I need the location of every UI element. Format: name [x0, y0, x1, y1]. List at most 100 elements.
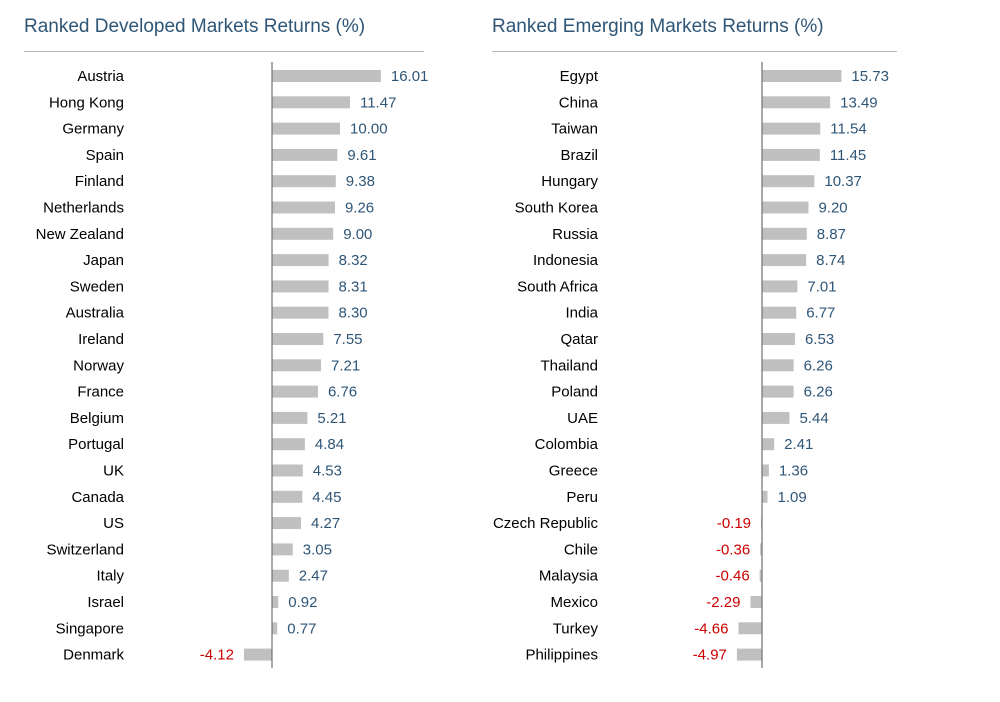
category-label-egypt: Egypt — [560, 68, 599, 85]
category-label-china: China — [559, 94, 599, 111]
bar-egypt — [762, 70, 842, 82]
bar-chile — [760, 543, 762, 556]
category-label-us: US — [103, 515, 124, 532]
value-label-india: 6.77 — [806, 305, 835, 322]
category-label-belgium: Belgium — [70, 410, 124, 427]
bar-france — [272, 385, 318, 398]
category-label-france: France — [77, 384, 124, 401]
category-label-poland: Poland — [551, 384, 598, 401]
category-label-indonesia: Indonesia — [533, 252, 599, 269]
bar-south-africa — [762, 280, 798, 293]
bar-hong-kong — [272, 96, 350, 109]
value-label-new-zealand: 9.00 — [343, 226, 372, 243]
value-label-france: 6.76 — [328, 384, 357, 401]
bar-indonesia — [762, 254, 807, 267]
category-label-chile: Chile — [564, 541, 598, 558]
bar-us — [272, 517, 302, 530]
value-label-peru: 1.09 — [778, 489, 807, 506]
value-label-israel: 0.92 — [288, 594, 317, 611]
bar-austria — [272, 70, 381, 82]
title-rule-emerging — [492, 51, 897, 52]
bar-hungary — [762, 175, 815, 188]
bar-sweden — [272, 280, 329, 293]
bar-mexico — [750, 596, 762, 608]
bar-turkey — [738, 622, 762, 635]
category-label-south-korea: South Korea — [515, 200, 599, 217]
category-label-taiwan: Taiwan — [551, 121, 598, 138]
category-label-portugal: Portugal — [68, 436, 124, 453]
value-label-russia: 8.87 — [817, 226, 846, 243]
value-label-indonesia: 8.74 — [816, 252, 845, 269]
value-label-ireland: 7.55 — [333, 331, 362, 348]
value-label-south-africa: 7.01 — [807, 278, 836, 295]
value-label-brazil: 11.45 — [830, 147, 866, 164]
bar-italy — [272, 569, 289, 582]
category-label-spain: Spain — [86, 147, 124, 164]
value-label-egypt: 15.73 — [851, 68, 889, 85]
category-label-south-africa: South Africa — [517, 278, 599, 295]
value-label-italy: 2.47 — [299, 568, 328, 585]
bar-japan — [272, 254, 329, 267]
value-label-taiwan: 11.54 — [830, 121, 866, 138]
chart-title-developed: Ranked Developed Markets Returns (%) — [24, 16, 366, 37]
value-label-japan: 8.32 — [339, 252, 368, 269]
bar-belgium — [272, 411, 308, 424]
bar-australia — [272, 306, 329, 319]
category-label-czech-republic: Czech Republic — [493, 515, 599, 532]
bar-uae — [762, 411, 790, 424]
title-rule-developed — [24, 51, 424, 52]
value-label-norway: 7.21 — [331, 357, 360, 374]
category-label-india: India — [565, 305, 598, 322]
bar-spain — [272, 148, 338, 161]
category-label-israel: Israel — [87, 594, 124, 611]
category-label-thailand: Thailand — [540, 357, 598, 374]
value-label-switzerland: 3.05 — [303, 541, 332, 558]
bar-israel — [272, 596, 279, 608]
category-label-canada: Canada — [71, 489, 124, 506]
bar-thailand — [762, 359, 794, 372]
bar-ireland — [272, 333, 324, 345]
bar-china — [762, 96, 831, 109]
category-label-italy: Italy — [96, 568, 124, 585]
category-label-brazil: Brazil — [560, 147, 598, 164]
bar-peru — [762, 490, 768, 503]
category-label-ireland: Ireland — [78, 331, 124, 348]
value-label-poland: 6.26 — [804, 384, 833, 401]
bar-portugal — [272, 438, 305, 451]
value-label-singapore: 0.77 — [287, 620, 316, 637]
bar-brazil — [762, 148, 820, 161]
category-label-new-zealand: New Zealand — [36, 226, 124, 243]
bar-netherlands — [272, 201, 335, 214]
category-label-mexico: Mexico — [550, 594, 598, 611]
value-label-uae: 5.44 — [799, 410, 828, 427]
value-label-thailand: 6.26 — [804, 357, 833, 374]
category-label-denmark: Denmark — [63, 647, 124, 664]
category-label-colombia: Colombia — [535, 436, 599, 453]
category-label-switzerland: Switzerland — [46, 541, 124, 558]
bar-norway — [272, 359, 322, 372]
value-label-chile: -0.36 — [716, 541, 750, 558]
value-label-greece: 1.36 — [779, 463, 808, 480]
category-label-singapore: Singapore — [56, 620, 124, 637]
bar-uk — [272, 464, 303, 477]
value-label-portugal: 4.84 — [315, 436, 344, 453]
value-label-china: 13.49 — [840, 94, 878, 111]
bar-new-zealand — [272, 227, 334, 240]
chart-title-emerging: Ranked Emerging Markets Returns (%) — [492, 16, 824, 37]
value-label-germany: 10.00 — [350, 121, 388, 138]
value-label-turkey: -4.66 — [694, 620, 728, 637]
value-label-us: 4.27 — [311, 515, 340, 532]
value-label-south-korea: 9.20 — [818, 200, 847, 217]
value-label-finland: 9.38 — [346, 173, 375, 190]
value-label-sweden: 8.31 — [339, 278, 368, 295]
category-label-greece: Greece — [549, 463, 598, 480]
bar-philippines — [736, 648, 762, 661]
bar-switzerland — [272, 543, 293, 556]
value-label-austria: 16.01 — [391, 68, 429, 85]
bar-qatar — [762, 333, 795, 345]
category-label-japan: Japan — [83, 252, 124, 269]
bar-singapore — [272, 622, 278, 635]
category-label-turkey: Turkey — [553, 620, 599, 637]
category-label-austria: Austria — [77, 68, 124, 85]
